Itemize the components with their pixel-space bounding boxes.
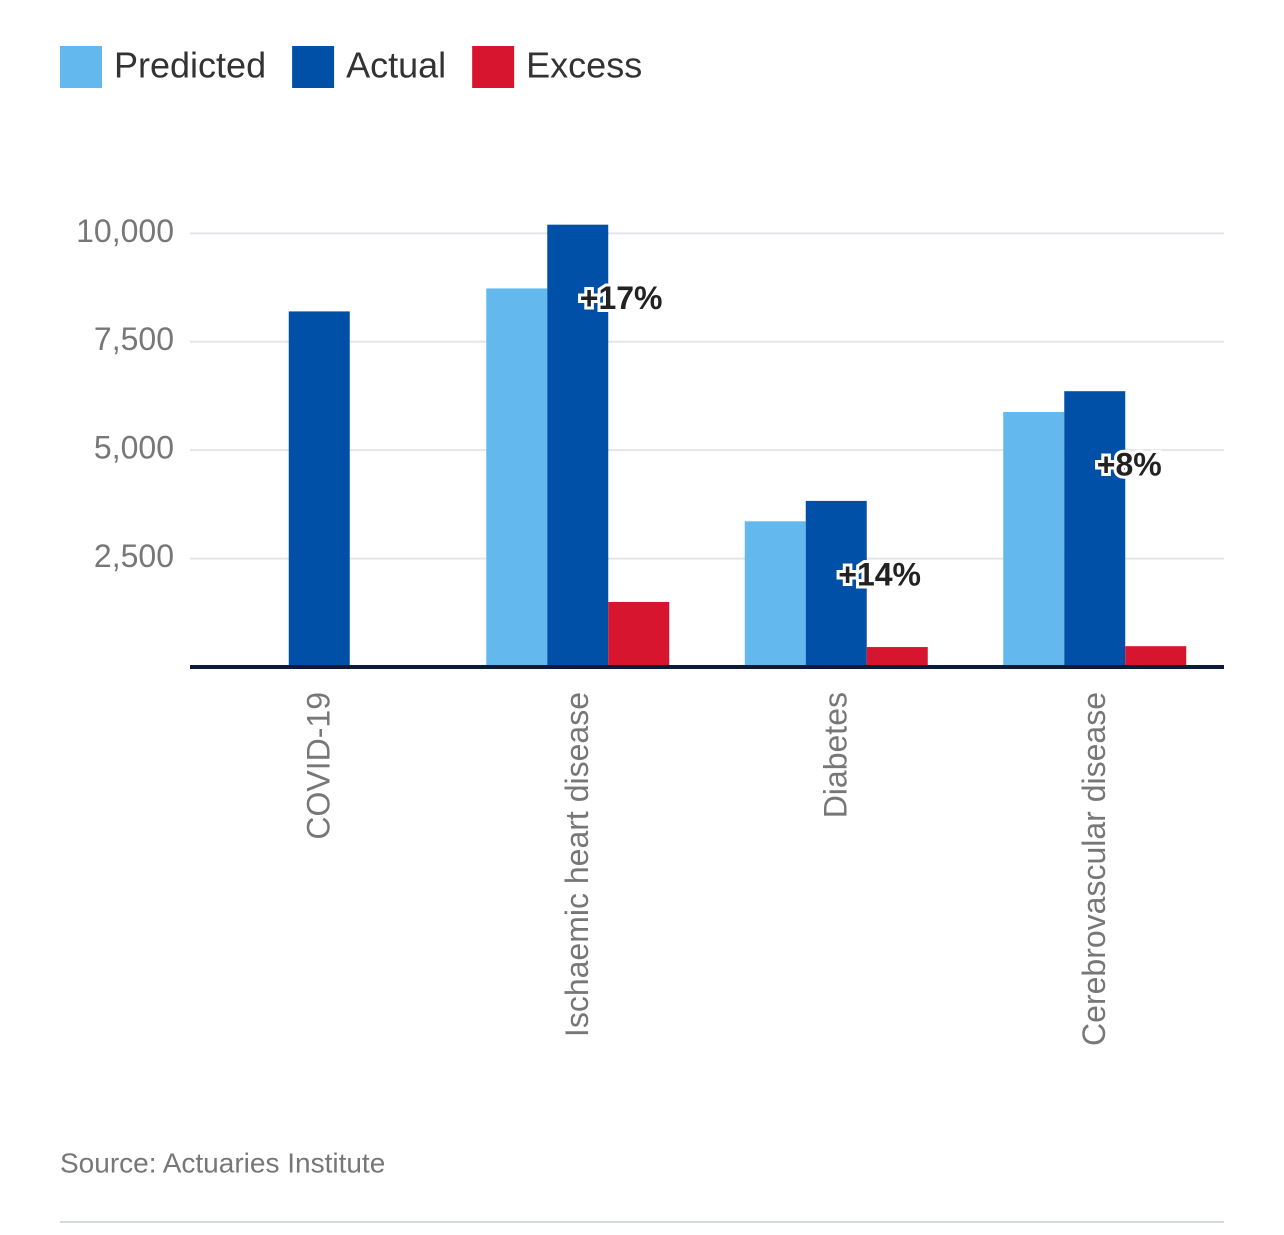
legend-swatch xyxy=(472,46,515,88)
bar xyxy=(608,601,670,667)
y-tick-label: 5,000 xyxy=(94,430,174,466)
y-tick-label: 2,500 xyxy=(94,538,174,574)
bar xyxy=(486,288,548,667)
legend-label: Predicted xyxy=(114,45,266,86)
bar xyxy=(805,500,867,667)
x-tick-label: Ischaemic heart disease xyxy=(559,692,595,1037)
y-tick-label: 7,500 xyxy=(94,321,174,357)
legend-swatch xyxy=(292,46,335,88)
x-tick-label: Diabetes xyxy=(818,692,854,818)
x-tick-label: COVID-19 xyxy=(301,692,337,840)
legend-swatch xyxy=(60,46,102,88)
bar xyxy=(547,224,609,667)
excess-label: +17% xyxy=(580,280,663,316)
bar xyxy=(1125,646,1187,667)
bar xyxy=(288,311,350,667)
excess-label: +14% xyxy=(838,556,921,592)
source: Source: Actuaries Institute xyxy=(60,1147,385,1178)
legend-label: Excess xyxy=(526,45,642,86)
y-tick-label: 10,000 xyxy=(76,213,174,249)
bar xyxy=(744,521,806,667)
bar xyxy=(1003,412,1065,667)
bar xyxy=(1064,391,1126,667)
bar xyxy=(866,647,928,667)
legend-label: Actual xyxy=(346,45,446,86)
x-tick-label: Cerebrovascular disease xyxy=(1076,692,1112,1046)
excess-label: +8% xyxy=(1097,447,1162,483)
